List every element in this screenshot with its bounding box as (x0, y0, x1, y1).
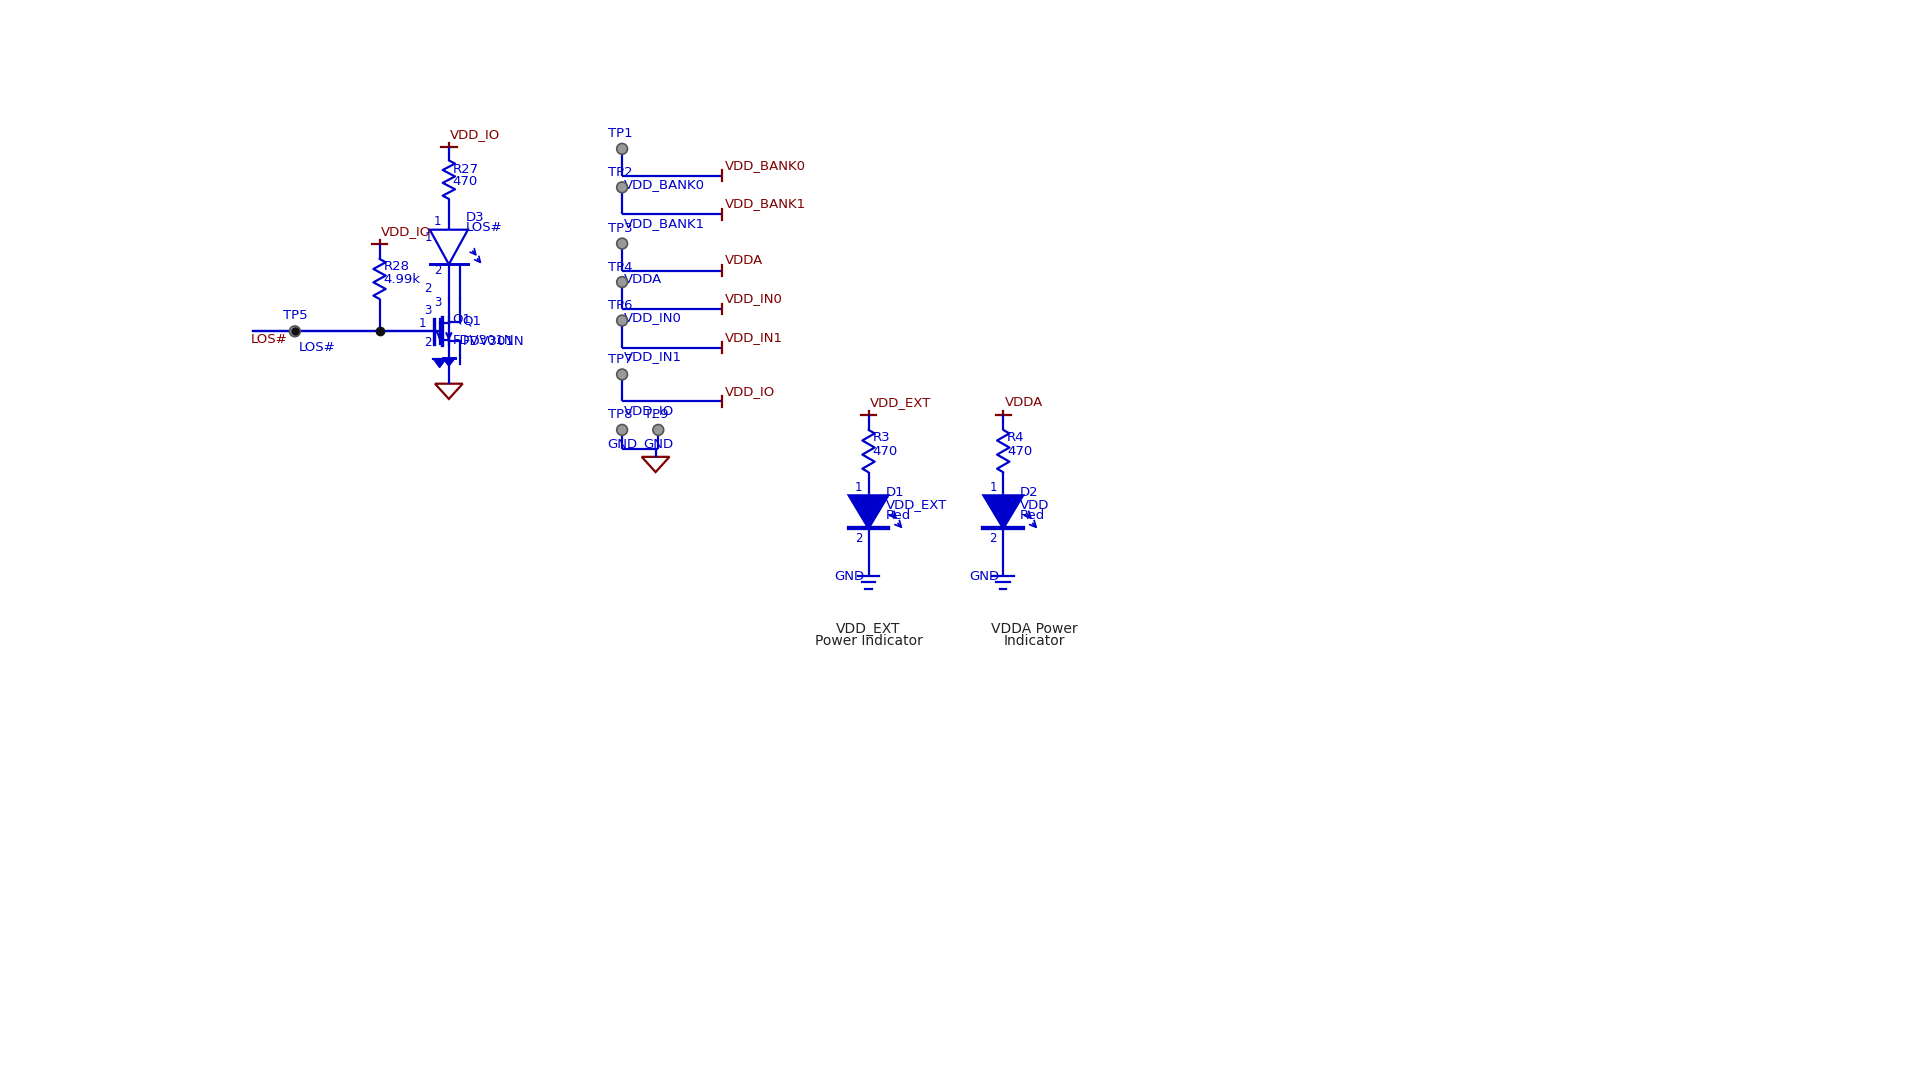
Text: FDV301N: FDV301N (453, 334, 515, 347)
Text: 2: 2 (434, 265, 442, 278)
Text: D2: D2 (1020, 486, 1039, 499)
Text: 4.99k: 4.99k (384, 273, 420, 286)
Text: GND: GND (835, 570, 864, 583)
Text: VDD_EXT: VDD_EXT (870, 396, 931, 409)
Text: VDD_IO: VDD_IO (624, 404, 674, 417)
Text: TP5: TP5 (282, 309, 307, 322)
Text: FDV301N: FDV301N (463, 335, 524, 348)
Text: VDD_IN0: VDD_IN0 (624, 311, 682, 324)
Circle shape (616, 144, 628, 154)
Circle shape (616, 315, 628, 326)
Text: TP4: TP4 (609, 260, 634, 273)
Text: 2: 2 (989, 531, 996, 544)
Text: VDD_IO: VDD_IO (726, 384, 776, 397)
Text: VDD_BANK1: VDD_BANK1 (624, 217, 705, 230)
Text: D3: D3 (467, 211, 484, 224)
Text: Q1: Q1 (453, 312, 472, 325)
Circle shape (616, 181, 628, 192)
Text: VDD_IN0: VDD_IN0 (726, 293, 783, 306)
Text: 470: 470 (453, 175, 478, 188)
Text: 2: 2 (424, 336, 432, 349)
Text: VDDA: VDDA (726, 254, 764, 267)
Text: VDD_BANK0: VDD_BANK0 (624, 178, 705, 191)
Text: Power Indicator: Power Indicator (814, 634, 922, 648)
Text: 1: 1 (424, 231, 432, 244)
Circle shape (616, 276, 628, 287)
Text: VDDA Power: VDDA Power (991, 622, 1077, 636)
Text: GND: GND (607, 437, 637, 450)
Text: TP6: TP6 (609, 299, 634, 312)
Text: VDDA: VDDA (1004, 396, 1043, 409)
Text: GND: GND (970, 570, 1000, 583)
Text: R27: R27 (453, 163, 478, 176)
Text: GND: GND (643, 437, 674, 450)
Text: VDD_BANK1: VDD_BANK1 (726, 198, 806, 211)
Circle shape (616, 239, 628, 249)
Polygon shape (434, 359, 445, 367)
Text: 470: 470 (1008, 445, 1033, 458)
Circle shape (653, 424, 664, 435)
Text: 1: 1 (419, 316, 426, 329)
Text: VDDA: VDDA (624, 273, 662, 286)
Text: VDD_EXT: VDD_EXT (837, 622, 900, 636)
Text: TP1: TP1 (609, 127, 634, 140)
Text: Red: Red (1020, 510, 1044, 523)
Polygon shape (983, 496, 1023, 528)
Text: 2: 2 (854, 531, 862, 544)
Text: VDD: VDD (1020, 499, 1050, 512)
Text: TP2: TP2 (609, 166, 634, 179)
Text: 470: 470 (872, 445, 897, 458)
Text: 3: 3 (434, 296, 442, 309)
Text: 1: 1 (989, 481, 996, 494)
Text: LOS#: LOS# (467, 220, 503, 233)
Text: 1: 1 (854, 481, 862, 494)
Text: R3: R3 (872, 431, 891, 444)
Text: TP7: TP7 (609, 353, 634, 366)
Text: VDD_BANK0: VDD_BANK0 (726, 159, 806, 172)
Text: R28: R28 (384, 260, 409, 273)
Text: TP8: TP8 (609, 408, 634, 421)
Text: VDD_IO: VDD_IO (380, 225, 432, 239)
Text: LOS#: LOS# (300, 340, 336, 353)
Text: VDD_EXT: VDD_EXT (885, 499, 947, 512)
Circle shape (616, 424, 628, 435)
Text: TP3: TP3 (609, 222, 634, 235)
Text: 2: 2 (424, 282, 432, 295)
Polygon shape (849, 496, 889, 528)
Text: VDD_IN1: VDD_IN1 (726, 330, 783, 343)
Text: Red: Red (885, 510, 910, 523)
Circle shape (616, 369, 628, 380)
Text: 1: 1 (434, 215, 442, 228)
Polygon shape (444, 359, 455, 366)
Circle shape (290, 326, 300, 337)
Text: D1: D1 (885, 486, 904, 499)
Text: Indicator: Indicator (1004, 634, 1066, 648)
Text: VDD_IN1: VDD_IN1 (624, 350, 682, 363)
Text: TP9: TP9 (645, 408, 668, 421)
Text: VDD_IO: VDD_IO (451, 129, 501, 141)
Text: LOS#: LOS# (252, 333, 288, 346)
Text: Q1: Q1 (463, 314, 482, 327)
Text: R4: R4 (1008, 431, 1025, 444)
Text: 3: 3 (424, 303, 432, 316)
